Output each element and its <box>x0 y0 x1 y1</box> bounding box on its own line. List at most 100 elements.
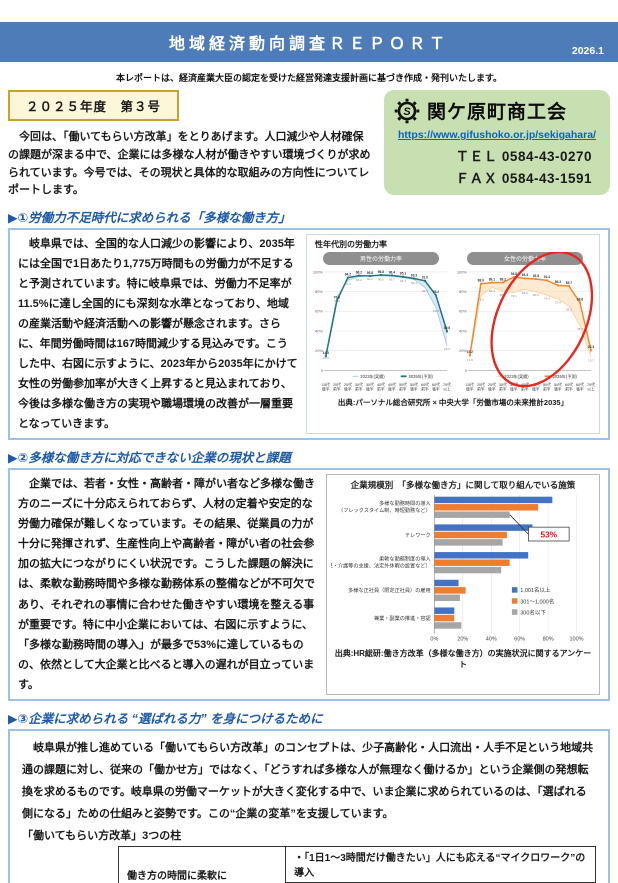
company-measures-bar-chart: 0% 20% 40% 60% 80% 100% 多様な勤務時間の導入（フレックスタイム制、時… <box>331 495 584 643</box>
male-labor-panel: 男性の労働力率 0 20% 40% 60% 80% 100% 14.3 70.6 94.2 96.… <box>311 252 451 396</box>
section-1-box: 岐阜県では、全国的な人口減少の影響により、2035年には全国で1日あたり1,77… <box>8 228 610 441</box>
x-tick-label: 20代 <box>344 382 352 387</box>
data-label: 39.6 <box>444 326 451 330</box>
x-tick-label: 20代 <box>333 382 341 387</box>
y-tick-label: 100% <box>313 270 324 275</box>
x-tick-label: 40% <box>486 637 497 643</box>
fax-label: ＦＡＸ <box>455 171 498 186</box>
x-tick-label: 前半 <box>421 387 429 392</box>
x-tick-label: 10代 <box>322 382 330 387</box>
circle-shape <box>397 101 417 120</box>
callout-line <box>509 514 529 536</box>
masthead: 地域経済動向調査ＲＥＰＯＲＴ 2026.1 <box>0 22 618 62</box>
y-tick-label: 40% <box>459 329 467 334</box>
section-1-body: 岐阜県では、全国的な人口減少の影響により、2035年には全国で1日あたり1,77… <box>18 238 298 431</box>
page-title: 地域経済動向調査ＲＥＰＯＲＴ <box>168 36 449 53</box>
bar <box>434 580 459 587</box>
data-point <box>357 274 360 277</box>
data-label: 84.3 <box>422 289 428 293</box>
line-shape <box>397 116 402 121</box>
bar <box>434 587 466 595</box>
data-label: 94.2 <box>345 273 352 277</box>
x-tick-label: 前半 <box>521 387 529 392</box>
x-tick-label: 30代 <box>355 382 363 387</box>
data-point <box>501 281 504 284</box>
y-tick-label: 0 <box>321 368 324 373</box>
x-tick-label: 50代 <box>410 382 418 387</box>
data-label: 96.8 <box>378 270 385 274</box>
section-1-heading: ▶①労働力不足時代に求められる「多様な働き方」 <box>8 211 291 226</box>
x-tick-label: 40代 <box>521 382 529 387</box>
data-label: 86.3 <box>555 280 562 284</box>
bar <box>434 532 507 539</box>
x-tick-label: 40代 <box>532 382 540 387</box>
data-point <box>479 282 482 285</box>
x-tick-label: 以上 <box>587 387 595 392</box>
labor-chart-title: 性年代別の労働力率 <box>315 240 387 250</box>
top-row: ２０２５年度 第３号 今回は、「働いてもらい方改革」をとりあげます。人口減少や人… <box>0 90 618 200</box>
data-label: 76.4 <box>544 297 550 301</box>
x-tick-label: 後半 <box>322 387 330 392</box>
bar <box>434 497 553 504</box>
x-tick-label: 60代 <box>576 382 584 387</box>
x-tick-label: 60代 <box>421 382 429 387</box>
intro-paragraph: 今回は、「働いてもらい方改革」をとりあげます。人口減少や人材確保の課題が深まる中… <box>8 131 371 197</box>
bar <box>434 511 510 519</box>
data-point <box>434 294 437 297</box>
pillar-cell: 働き方の時間に柔軟に <box>117 845 287 883</box>
legend-label: 2023年(実績) <box>360 373 385 379</box>
x-tick-label: 50代 <box>543 382 551 387</box>
x-tick-label: 100% <box>569 637 583 643</box>
data-point <box>346 276 349 279</box>
x-tick-label: 前半 <box>355 387 363 392</box>
data-point <box>412 277 415 280</box>
x-tick-label: 後半 <box>532 387 540 392</box>
category-label: 多様な勤務時間の導入 <box>379 499 431 507</box>
data-label: 14.3 <box>323 351 330 355</box>
female-panel-header: 女性の労働力率 <box>467 252 583 266</box>
y-tick-label: 100% <box>457 270 468 275</box>
category-label: （フレックスタイム制、時短勤務など） <box>338 506 431 514</box>
data-label: 76.2 <box>433 290 440 294</box>
bar <box>434 504 539 511</box>
data-label: 91.4 <box>544 275 551 279</box>
x-tick-label: 30代 <box>366 382 374 387</box>
category-label: テレワーク <box>405 532 431 539</box>
issue-date: 2026.1 <box>571 45 604 57</box>
legend-label: 2035年(予測) <box>409 373 434 379</box>
data-label: 93.3 <box>411 274 418 278</box>
x-tick-label: 50代 <box>399 382 407 387</box>
data-point <box>512 276 515 279</box>
legend-label: 300名以下 <box>520 609 546 617</box>
chamber-url-row: https://www.gifushoko.or.jp/sekigahara/ <box>394 125 600 143</box>
line-shape <box>412 116 417 121</box>
legend-label: 2023年(実績) <box>504 373 529 379</box>
x-tick-label: 20代 <box>488 382 496 387</box>
data-label: 96.0 <box>378 278 384 282</box>
x-tick-label: 70代 <box>587 382 595 387</box>
data-label: 65.2 <box>566 308 572 312</box>
y-tick-label: 0 <box>465 368 468 373</box>
x-tick-label: 前半 <box>377 387 385 392</box>
data-label: 96.4 <box>389 271 396 275</box>
x-tick-label: 30代 <box>499 382 507 387</box>
line-shape <box>397 100 402 105</box>
data-label: 25.2 <box>444 347 450 351</box>
legend-label: 2035年(予測) <box>553 373 578 379</box>
data-label: 91.0 <box>422 276 429 280</box>
x-tick-label: 後半 <box>488 387 496 392</box>
x-tick-label: 後半 <box>510 387 518 392</box>
callout-box <box>528 527 570 542</box>
bar <box>434 524 533 532</box>
labor-chart-panels: 男性の労働力率 0 20% 40% 60% 80% 100% 14.3 70.6 94.2 96.… <box>311 252 595 396</box>
x-tick-label: 40代 <box>388 382 396 387</box>
data-label: 94.8 <box>511 272 518 276</box>
data-label: 72.5 <box>555 301 561 305</box>
chamber-url-link[interactable]: https://www.gifushoko.or.jp/sekigahara/ <box>398 129 596 141</box>
data-label: 45.7 <box>577 327 583 331</box>
female-labor-panel: 女性の労働力率 0 20% 40% 60% 80% 100% 15.2 88.0 89.1 89.… <box>455 252 595 396</box>
x-tick-label: 80% <box>543 637 554 643</box>
chamber-header: S 関ケ原町商工会 <box>394 97 600 124</box>
x-tick-label: 前半 <box>543 387 551 392</box>
